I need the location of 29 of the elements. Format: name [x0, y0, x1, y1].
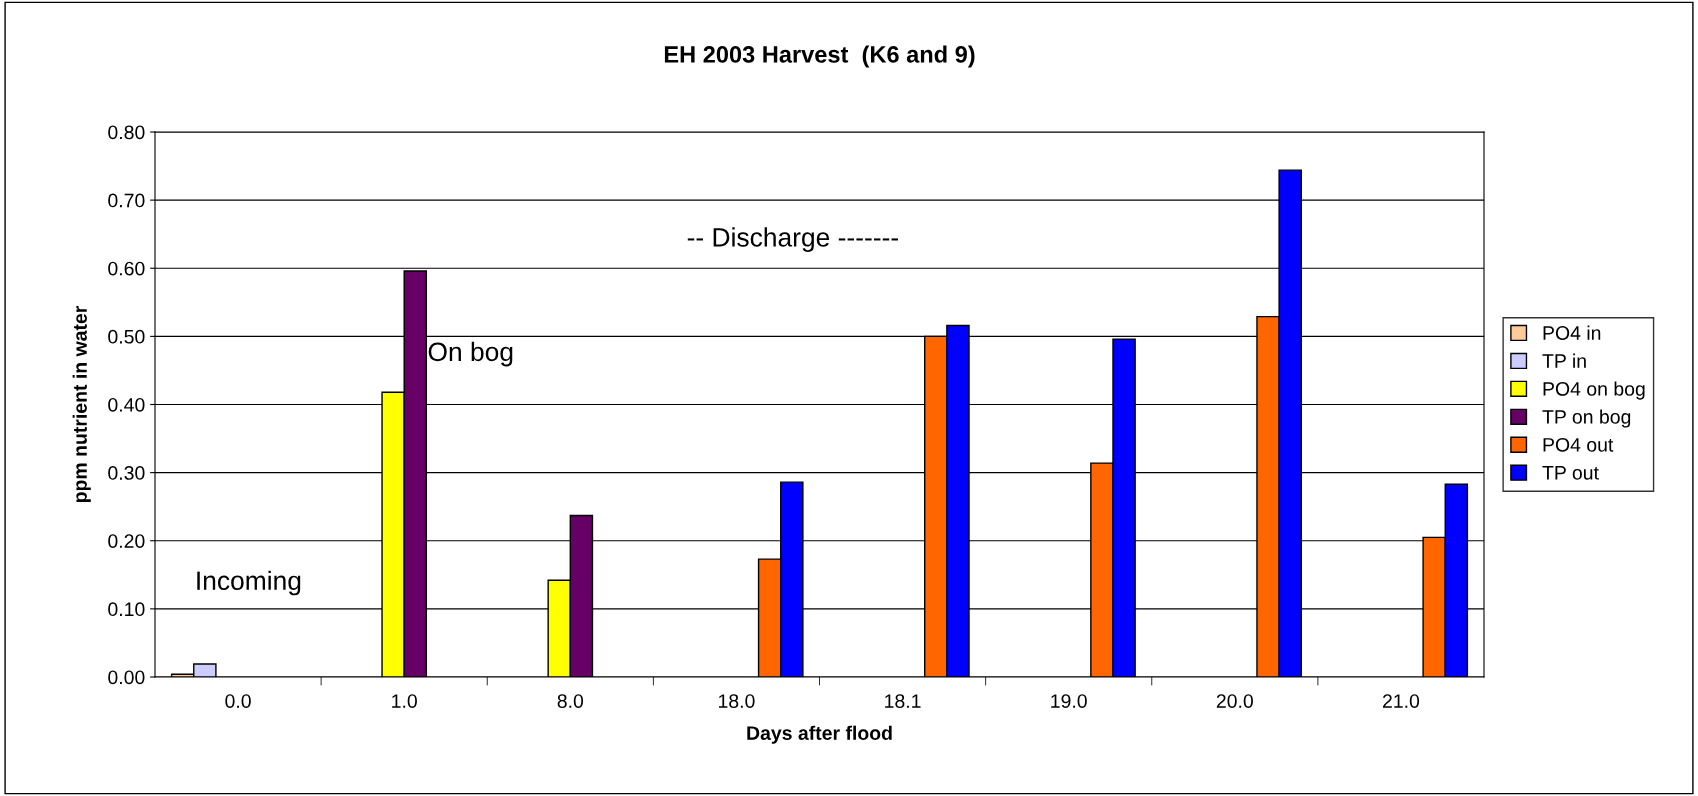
y-tick-label: 0.30	[108, 466, 145, 480]
x-tick-label: 0.0	[225, 694, 251, 708]
annotation: On bog	[428, 341, 513, 367]
y-tick-label: 0.60	[108, 261, 145, 276]
y-tick-label: 0.40	[108, 397, 145, 412]
annotation: -- Discharge -------	[687, 227, 898, 252]
annotation: Incoming	[197, 570, 301, 596]
x-tick-label: 21.0	[1383, 694, 1420, 708]
chart-title: EH 2003 Harvest (K6 and 9)	[664, 45, 975, 68]
legend-label: PO4 out	[1543, 437, 1614, 452]
y-tick-label: 0.20	[108, 534, 145, 548]
x-tick-label: 20.0	[1216, 694, 1253, 708]
legend-label: TP out	[1542, 466, 1599, 480]
legend-label: PO4 on bog	[1543, 381, 1645, 400]
y-tick-label: 0.00	[108, 670, 145, 685]
x-tick-label: 18.1	[885, 694, 921, 708]
y-tick-label: 0.10	[108, 602, 145, 617]
y-tick-label: 0.70	[108, 193, 145, 208]
y-tick-label: 0.50	[108, 329, 145, 344]
x-tick-label: 19.0	[1051, 694, 1087, 708]
x-tick-label: 8.0	[557, 694, 584, 708]
x-axis-title: Days after flood	[747, 725, 892, 744]
legend-label: PO4 in	[1543, 325, 1601, 340]
y-axis-title: ppm nutrient in water	[72, 305, 91, 503]
x-tick-label: 1.0	[392, 694, 417, 708]
x-tick-label: 18.0	[719, 694, 755, 708]
legend-label: TP on bog	[1542, 409, 1631, 428]
y-tick-label: 0.80	[108, 125, 145, 140]
legend-label: TP in	[1542, 353, 1586, 368]
